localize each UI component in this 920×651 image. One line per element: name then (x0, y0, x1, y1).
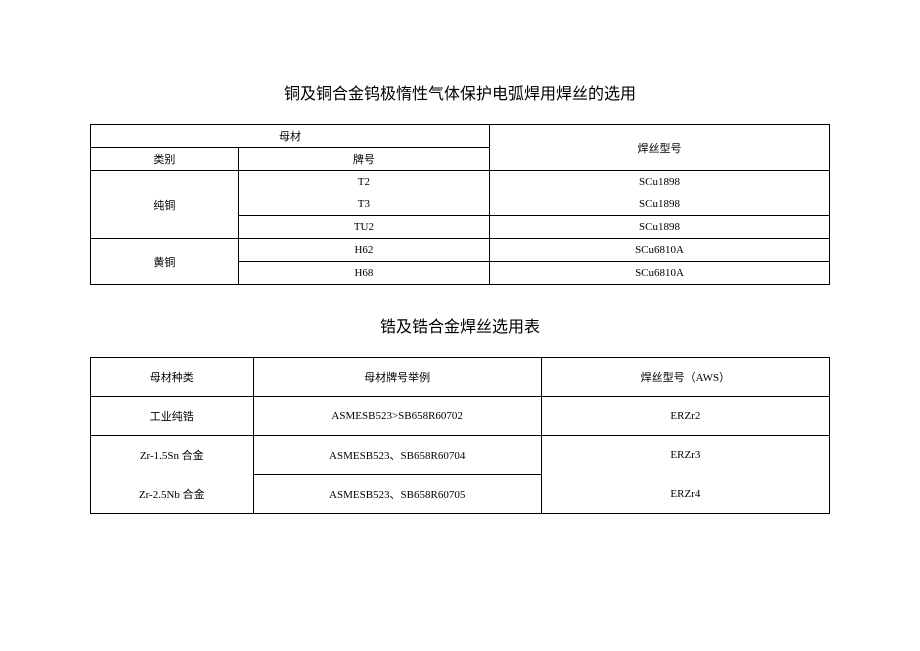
t1-r3-grade: TU2 (238, 216, 489, 239)
t2-r3-ex: ASMESB523、SB658R60705 (253, 475, 541, 514)
t1-r4-grade: H62 (238, 239, 489, 262)
t1-r1-grade: T2 (238, 171, 489, 194)
t1-r2-grade: T3 (238, 193, 489, 216)
t2-r2-wire: ERZr3 (541, 436, 829, 475)
t1-r5-wire: SCu6810A (490, 262, 830, 285)
t1-r1-wire: SCu1898 (490, 171, 830, 194)
t1-header-parent: 母材 (91, 125, 490, 148)
t1-header-grade: 牌号 (238, 148, 489, 171)
t2-header-type: 母材种类 (91, 358, 254, 397)
t2-header-example: 母材牌号举例 (253, 358, 541, 397)
t1-r4-wire: SCu6810A (490, 239, 830, 262)
t1-cat-pure: 纯铜 (91, 171, 239, 239)
table1-title: 铜及铜合金钨极惰性气体保护电弧焊用焊丝的选用 (90, 80, 830, 104)
t2-r2-type: Zr-1.5Sn 合金 (91, 436, 254, 475)
table2: 母材种类 母材牌号举例 焊丝型号（AWS） 工业纯锆 ASMESB523>SB6… (90, 357, 830, 514)
table1: 母材 焊丝型号 类别 牌号 纯铜 T2 SCu1898 T3 SCu1898 T… (90, 124, 830, 285)
t2-r3-wire: ERZr4 (541, 475, 829, 514)
t1-header-category: 类别 (91, 148, 239, 171)
t2-header-wire: 焊丝型号（AWS） (541, 358, 829, 397)
t1-r3-wire: SCu1898 (490, 216, 830, 239)
t2-r2-ex: ASMESB523、SB658R60704 (253, 436, 541, 475)
t2-r1-ex: ASMESB523>SB658R60702 (253, 397, 541, 436)
table2-title: 锆及锆合金焊丝选用表 (90, 313, 830, 337)
t2-r3-type: Zr-2.5Nb 合金 (91, 475, 254, 514)
t2-r1-type: 工业纯锆 (91, 397, 254, 436)
t1-header-wire: 焊丝型号 (490, 125, 830, 171)
t1-cat-brass: 黄铜 (91, 239, 239, 285)
t1-r5-grade: H68 (238, 262, 489, 285)
t1-r2-wire: SCu1898 (490, 193, 830, 216)
t2-r1-wire: ERZr2 (541, 397, 829, 436)
